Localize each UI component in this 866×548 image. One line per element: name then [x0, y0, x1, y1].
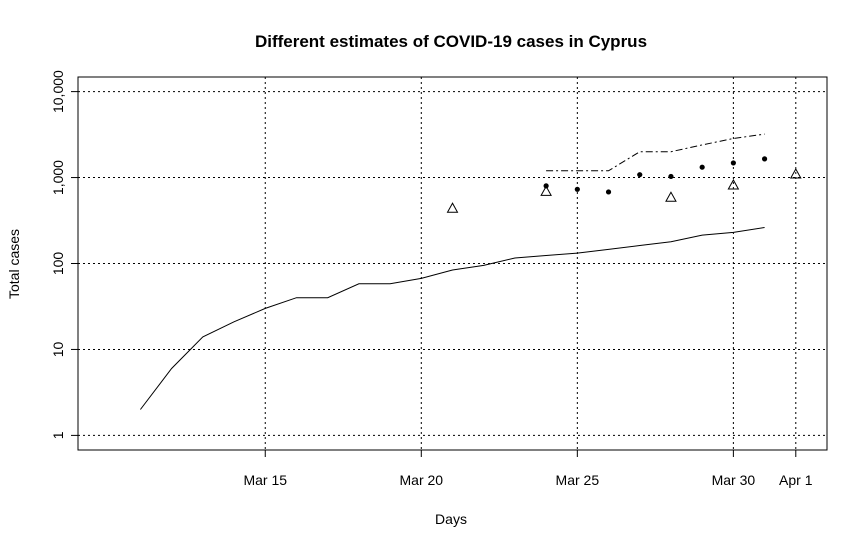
plot-frame — [77, 76, 828, 451]
triangle-point — [789, 167, 802, 179]
x-axis-label: Days — [435, 511, 467, 527]
triangle-point — [446, 202, 459, 213]
x-tick-label: Apr 1 — [779, 472, 813, 488]
chart-title: Different estimates of COVID-19 cases in… — [255, 32, 647, 51]
triangle-point — [727, 178, 740, 190]
y-tick-label: 1,000 — [50, 160, 66, 195]
dashed-series-line — [546, 133, 765, 172]
y-axis-label: Total cases — [6, 229, 22, 299]
triangle-point — [540, 185, 552, 196]
triangle-point — [665, 191, 677, 202]
dot-point — [761, 156, 768, 162]
solid-series-line — [140, 227, 765, 410]
y-tick-label: 10 — [50, 341, 66, 357]
dot-point — [699, 164, 705, 170]
x-tick-label: Mar 15 — [243, 472, 287, 488]
y-tick-label: 10,000 — [50, 70, 66, 113]
x-tick-label: Mar 25 — [556, 472, 600, 488]
dot-point — [605, 189, 612, 195]
y-tick-label: 1 — [50, 431, 66, 439]
x-tick-label: Mar 20 — [400, 472, 444, 488]
dot-point — [574, 186, 580, 192]
axes: Mar 15 Mar 20 Mar 25 Mar 30 Apr 1 1 10 100 1,000… — [50, 70, 813, 488]
grid — [78, 77, 827, 450]
y-tick-label: 100 — [50, 252, 66, 276]
dot-point — [730, 160, 736, 166]
series — [140, 133, 802, 410]
dot-point — [668, 173, 674, 180]
x-tick-label: Mar 30 — [712, 472, 756, 488]
dot-point — [637, 172, 643, 178]
